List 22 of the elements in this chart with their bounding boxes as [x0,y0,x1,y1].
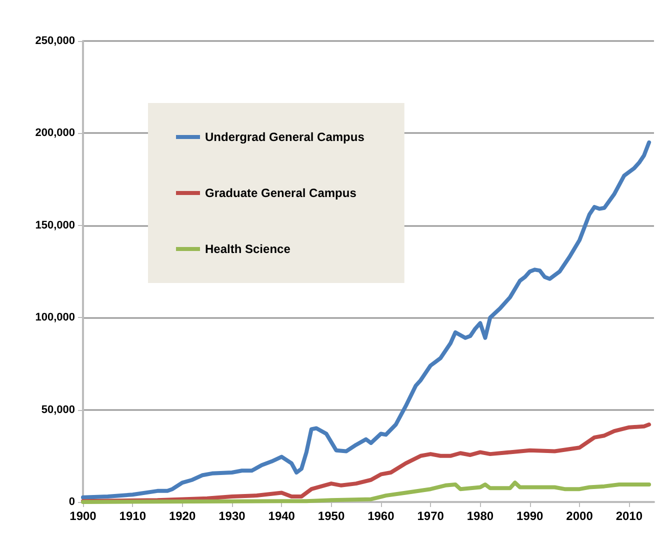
x-tick-label: 2010 [616,509,643,523]
x-tick-label: 1950 [318,509,345,523]
x-tick-label: 2000 [566,509,594,523]
x-tick-label: 1970 [417,509,444,523]
x-tick-label: 1930 [218,509,246,523]
y-tick-label: 0 [68,496,75,508]
x-tick-label: 1900 [70,509,97,523]
x-tick-label: 1980 [466,509,494,523]
legend-label: Graduate General Campus [205,186,357,200]
x-tick-label: 1960 [368,509,395,523]
x-tick-label: 1990 [516,509,544,523]
x-tick-label: 1910 [119,509,146,523]
legend-label: Undergrad General Campus [205,130,365,144]
legend-label: Health Science [205,242,291,256]
y-tick-label: 50,000 [41,404,75,416]
y-tick-label: 200,000 [35,127,75,140]
x-tick-label: 1940 [268,509,296,523]
y-tick-label: 100,000 [35,312,75,324]
y-tick-label: 250,000 [35,35,75,47]
x-tick-label: 1920 [168,509,196,523]
y-tick-label: 150,000 [35,219,75,232]
line-series [81,480,652,504]
